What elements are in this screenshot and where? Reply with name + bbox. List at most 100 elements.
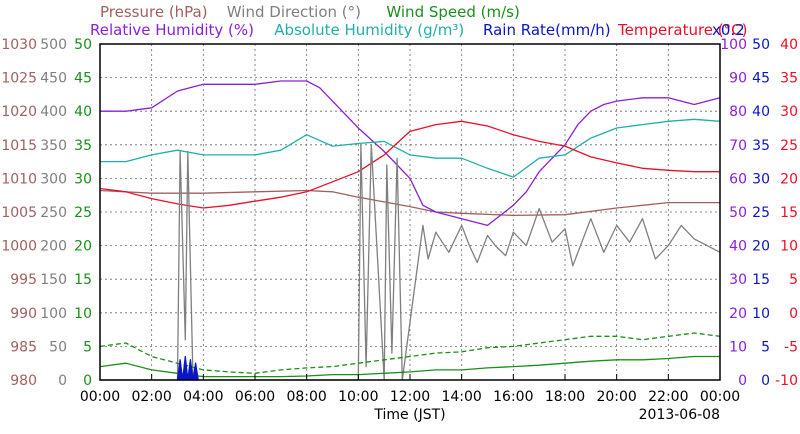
rain-rate-tick: 15 bbox=[752, 272, 770, 288]
temperature-tick: 35 bbox=[780, 71, 798, 87]
temperature-tick: -5 bbox=[784, 339, 798, 355]
series-line bbox=[99, 120, 720, 209]
rain-rate-tick: 20 bbox=[752, 239, 770, 255]
wind-speed-tick: 5 bbox=[83, 339, 92, 355]
grid bbox=[100, 44, 720, 380]
wind-direction-tick: 200 bbox=[40, 239, 67, 255]
x-tick-label: 00:00 bbox=[80, 389, 120, 405]
wind-direction-tick: 100 bbox=[40, 306, 67, 322]
x-tick-label: 16:00 bbox=[493, 389, 533, 405]
wind-speed-tick: 0 bbox=[83, 373, 92, 389]
wind-speed-tick: 10 bbox=[74, 306, 92, 322]
right-axes: 1009080706050403020100504540353025201510… bbox=[720, 37, 798, 389]
wind-speed-tick: 45 bbox=[74, 71, 92, 87]
relative-humidity-tick: 100 bbox=[720, 37, 747, 53]
pressure-tick: 990 bbox=[10, 306, 37, 322]
x-tick-label: 12:00 bbox=[390, 389, 430, 405]
x-tick-label: 18:00 bbox=[545, 389, 585, 405]
wind-speed-tick: 25 bbox=[74, 205, 92, 221]
relative-humidity-tick: 10 bbox=[729, 339, 747, 355]
pressure-tick: 1000 bbox=[1, 239, 37, 255]
series-line bbox=[100, 80, 721, 227]
wind-speed-tick: 50 bbox=[74, 37, 92, 53]
wind-direction-tick: 300 bbox=[40, 171, 67, 187]
left-axes: 1030102510201015101010051000995990985980… bbox=[1, 37, 92, 389]
series-line bbox=[100, 118, 721, 178]
x-tick-label: 00:00 bbox=[700, 389, 740, 405]
rain-rate-tick: 25 bbox=[752, 205, 770, 221]
legend-entry: Relative Humidity (%) bbox=[90, 21, 254, 39]
temperature-tick: 0 bbox=[789, 306, 798, 322]
temperature-tick: -10 bbox=[775, 373, 798, 389]
pressure-tick: 1025 bbox=[1, 71, 37, 87]
legend-entry: Wind Direction (°) bbox=[227, 3, 361, 21]
wind-direction-tick: 150 bbox=[40, 272, 67, 288]
x-tick-label: 06:00 bbox=[235, 389, 275, 405]
plot-frame bbox=[99, 43, 721, 381]
wind-direction-tick: 50 bbox=[49, 339, 67, 355]
rain-rate-tick: 30 bbox=[752, 171, 770, 187]
wind-direction-tick: 0 bbox=[58, 373, 67, 389]
pressure-tick: 1015 bbox=[1, 138, 37, 154]
temperature-tick: 20 bbox=[780, 171, 798, 187]
pressure-tick: 985 bbox=[10, 339, 37, 355]
x-tick-label: 22:00 bbox=[648, 389, 688, 405]
rain-rate-tick: 10 bbox=[752, 306, 770, 322]
legend: Pressure (hPa) Wind Direction (°) Wind Spe… bbox=[90, 3, 747, 39]
series-line bbox=[176, 355, 199, 381]
x-axis-label: Time (JST) bbox=[373, 407, 445, 423]
relative-humidity-tick: 0 bbox=[738, 373, 747, 389]
x-tick-label: 04:00 bbox=[183, 389, 223, 405]
legend-entry: Wind Speed (m/s) bbox=[386, 3, 519, 21]
pressure-tick: 1020 bbox=[1, 104, 37, 120]
relative-humidity-tick: 60 bbox=[729, 171, 747, 187]
wind-direction-tick: 250 bbox=[40, 205, 67, 221]
relative-humidity-tick: 80 bbox=[729, 104, 747, 120]
pressure-tick: 1010 bbox=[1, 171, 37, 187]
temperature-tick: 10 bbox=[780, 239, 798, 255]
legend-entry: Rain Rate(mm/h) bbox=[483, 21, 611, 39]
relative-humidity-tick: 40 bbox=[729, 239, 747, 255]
relative-humidity-tick: 20 bbox=[729, 306, 747, 322]
temperature-tick: 15 bbox=[780, 205, 798, 221]
wind-speed-tick: 20 bbox=[74, 239, 92, 255]
pressure-tick: 1030 bbox=[1, 37, 37, 53]
pressure-tick: 1005 bbox=[1, 205, 37, 221]
x-tick-label: 08:00 bbox=[286, 389, 326, 405]
relative-humidity-tick: 90 bbox=[729, 71, 747, 87]
legend-entry: Pressure (hPa) bbox=[100, 3, 208, 21]
rain-rate-tick: 5 bbox=[761, 339, 770, 355]
wind-direction-tick: 500 bbox=[40, 37, 67, 53]
pressure-tick: 995 bbox=[10, 272, 37, 288]
x-tick-label: 10:00 bbox=[338, 389, 378, 405]
wind-direction-tick: 350 bbox=[40, 138, 67, 154]
x-axis: 00:00 02:00 04:00 06:00 08:00 10:00 12:00 14:00… bbox=[80, 374, 740, 405]
date-label: 2013-06-08 bbox=[639, 407, 720, 423]
rain-rate-tick: 45 bbox=[752, 71, 770, 87]
temperature-tick: 40 bbox=[780, 37, 798, 53]
rain-rate-tick: 35 bbox=[752, 138, 770, 154]
x-tick-label: 14:00 bbox=[441, 389, 481, 405]
x-tick-label: 20:00 bbox=[596, 389, 636, 405]
relative-humidity-tick: 30 bbox=[729, 272, 747, 288]
rain-rate-scale-label: x0.2 bbox=[712, 21, 745, 39]
wind-direction-tick: 450 bbox=[40, 71, 67, 87]
rain-rate-tick: 40 bbox=[752, 104, 770, 120]
series-line bbox=[100, 144, 721, 381]
pressure-tick: 980 bbox=[10, 373, 37, 389]
wind-speed-tick: 30 bbox=[74, 171, 92, 187]
relative-humidity-tick: 70 bbox=[729, 138, 747, 154]
series-line bbox=[99, 189, 720, 217]
temperature-tick: 5 bbox=[789, 272, 798, 288]
temperature-tick: 25 bbox=[780, 138, 798, 154]
legend-entry: Temperature (°C) bbox=[617, 21, 747, 39]
rain-rate-tick: 50 bbox=[752, 37, 770, 53]
series-line bbox=[99, 332, 721, 374]
relative-humidity-tick: 50 bbox=[729, 205, 747, 221]
temperature-tick: 30 bbox=[780, 104, 798, 120]
x-tick-label: 02:00 bbox=[131, 389, 171, 405]
legend-entry: Absolute Humidity (g/m³) bbox=[274, 21, 464, 39]
rain-rate-tick: 0 bbox=[761, 373, 770, 389]
wind-speed-tick: 15 bbox=[74, 272, 92, 288]
